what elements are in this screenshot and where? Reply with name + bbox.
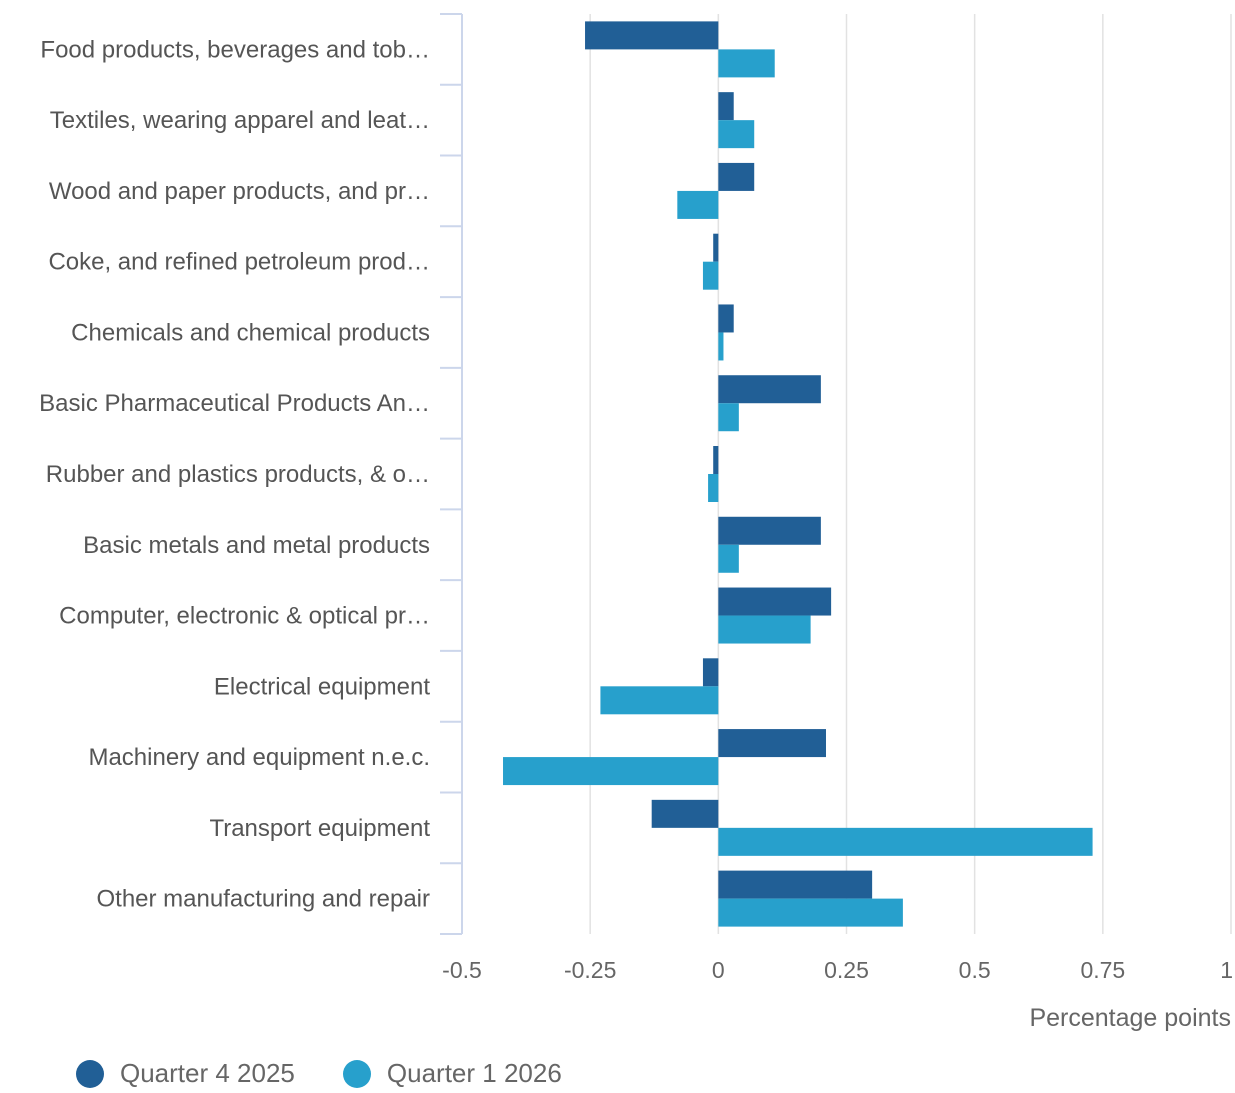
bar-series-1-cat-9 — [718, 587, 832, 616]
bar-series-2-cat-8 — [718, 544, 739, 573]
category-label-12: Transport equipment — [209, 815, 430, 842]
bar-series-2-cat-3 — [677, 190, 719, 219]
category-labels: Food products, beverages and tob… Textile… — [39, 36, 430, 912]
legend-marker-series-1 — [76, 1059, 104, 1088]
bar-series-2-cat-1 — [718, 49, 775, 78]
bar-series-2-cat-11 — [503, 757, 719, 786]
legend-label-series-2: Quarter 1 2026 — [386, 1058, 562, 1088]
bar-series-1-cat-7 — [713, 446, 719, 474]
category-label-1: Food products, beverages and tob… — [40, 36, 430, 63]
x-tick-label-5: 0.5 — [959, 957, 991, 983]
bar-series-2-cat-9 — [718, 615, 811, 644]
bars — [503, 21, 1093, 927]
category-label-10: Electrical equipment — [214, 673, 430, 700]
bar-series-1-cat-11 — [718, 729, 826, 758]
bar-series-1-cat-12 — [651, 799, 719, 828]
bar-series-1-cat-2 — [718, 92, 734, 121]
legend-marker-series-2 — [342, 1059, 371, 1088]
category-axis — [440, 13, 463, 935]
bar-series-1-cat-1 — [585, 21, 719, 50]
legend-item-series-2[interactable]: Quarter 1 2026 — [342, 1058, 562, 1089]
gridlines — [589, 14, 1232, 934]
bar-series-1-cat-5 — [718, 304, 734, 333]
legend-item-series-1[interactable]: Quarter 4 2025 — [76, 1058, 295, 1089]
bar-series-2-cat-2 — [718, 120, 755, 149]
category-label-5: Chemicals and chemical products — [71, 319, 430, 346]
x-tick-label-3: 0 — [712, 957, 725, 983]
bar-series-1-cat-13 — [718, 870, 873, 899]
bar-series-1-cat-4 — [713, 233, 719, 262]
bar-series-2-cat-4 — [702, 261, 719, 290]
x-tick-label-6: 0.75 — [1080, 957, 1125, 983]
category-label-4: Coke, and refined petroleum prod… — [48, 249, 430, 276]
x-tick-labels: -0.5 -0.25 0 0.25 0.5 0.75 1 — [442, 957, 1233, 983]
bar-series-1-cat-8 — [718, 516, 821, 545]
bar-series-1-cat-6 — [718, 375, 821, 404]
bar-series-1-cat-10 — [702, 658, 719, 687]
legend-label-series-1: Quarter 4 2025 — [120, 1058, 295, 1088]
bar-series-2-cat-10 — [600, 686, 719, 715]
x-tick-label-7: 1 — [1220, 957, 1233, 983]
bar-series-2-cat-5 — [718, 332, 724, 361]
x-tick-label-2: -0.25 — [564, 957, 616, 983]
category-label-2: Textiles, wearing apparel and leat… — [50, 107, 430, 134]
category-label-7: Rubber and plastics products, & o… — [46, 461, 430, 488]
legend: Quarter 4 2025 Quarter 1 2026 — [76, 1058, 562, 1089]
category-label-9: Computer, electronic & optical pr… — [59, 603, 430, 630]
x-tick-label-4: 0.25 — [824, 957, 869, 983]
category-label-3: Wood and paper products, and pr… — [49, 178, 430, 205]
category-label-8: Basic metals and metal products — [83, 532, 430, 559]
bar-chart: Food products, beverages and tob… Textile… — [39, 13, 1233, 1032]
category-label-6: Basic Pharmaceutical Products An… — [39, 390, 430, 417]
x-axis-title: Percentage points — [1029, 1004, 1231, 1032]
bar-series-1-cat-3 — [718, 162, 755, 191]
category-label-11: Machinery and equipment n.e.c. — [88, 744, 430, 771]
bar-series-2-cat-6 — [718, 403, 739, 432]
x-tick-label-1: -0.5 — [442, 957, 482, 983]
category-label-13: Other manufacturing and repair — [96, 886, 430, 913]
bar-series-2-cat-13 — [718, 898, 903, 927]
bar-series-2-cat-7 — [708, 474, 719, 502]
bar-series-2-cat-12 — [718, 827, 1093, 856]
